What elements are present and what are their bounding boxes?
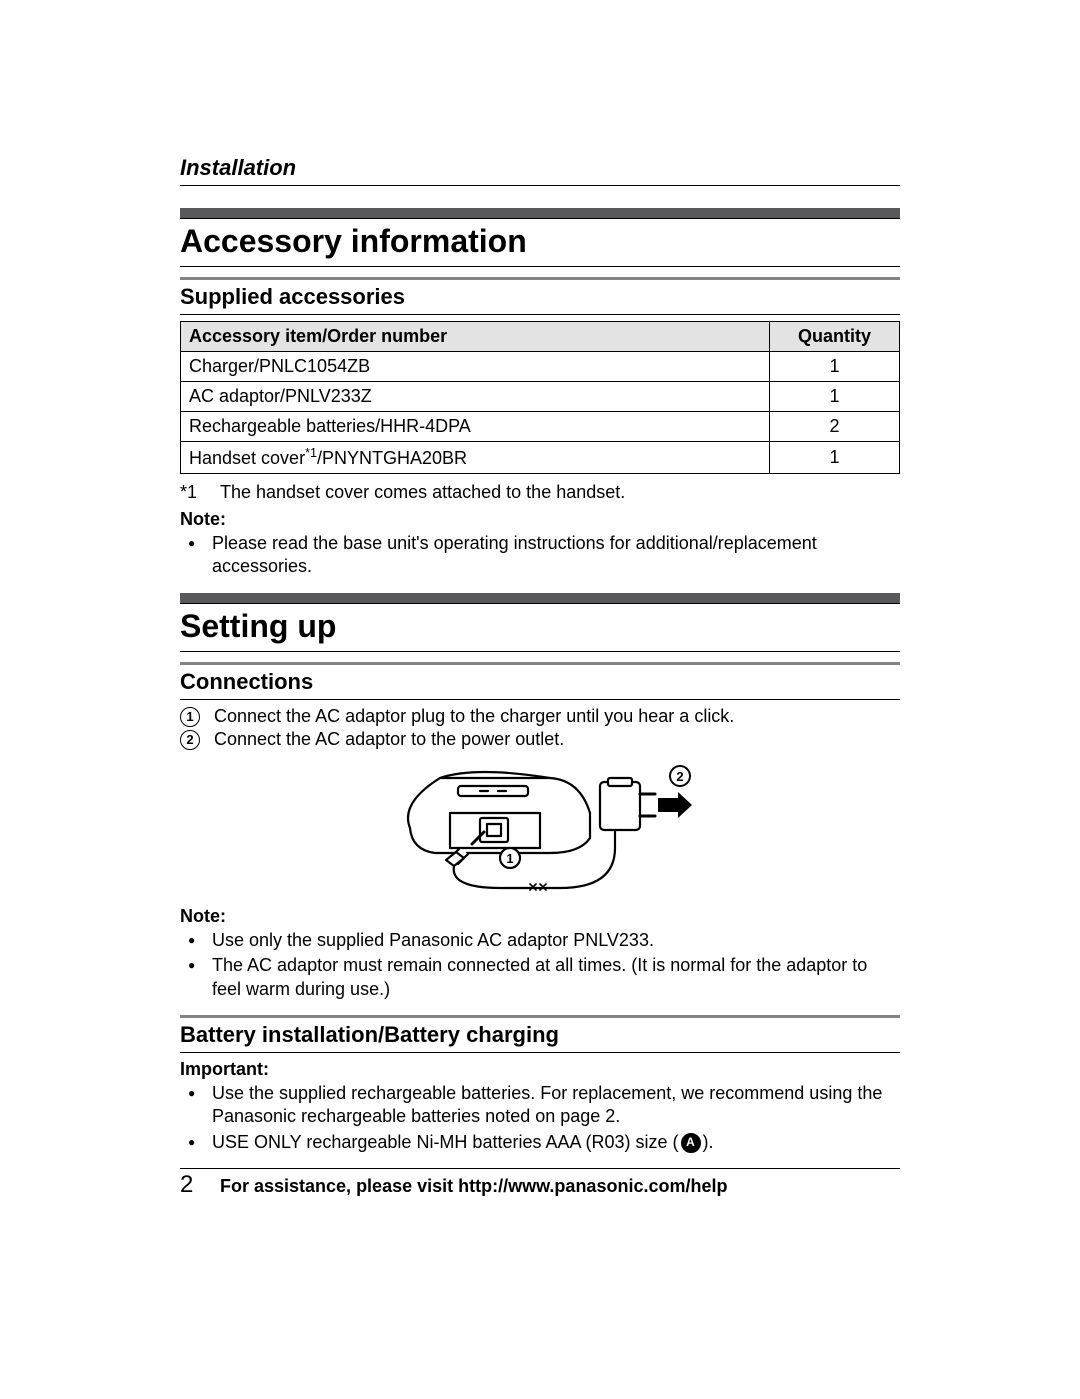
subsection-battery: Battery installation/Battery charging [180, 1015, 900, 1053]
battery-size-badge-icon: A [681, 1133, 701, 1153]
svg-text:1: 1 [506, 851, 513, 866]
connection-steps: 1 Connect the AC adaptor plug to the char… [180, 706, 900, 750]
heading-setting-up: Setting up [180, 603, 900, 652]
table-footnote: *1 The handset cover comes attached to t… [180, 482, 900, 503]
section-bar [180, 208, 900, 218]
list-item: USE ONLY rechargeable Ni-MH batteries AA… [204, 1131, 900, 1154]
table-cell-item: Rechargeable batteries/HHR-4DPA [181, 412, 770, 442]
subheading: Connections [180, 665, 900, 700]
subsection-connections: Connections [180, 662, 900, 700]
important-list: Use the supplied rechargeable batteries.… [180, 1082, 900, 1154]
list-item: Use the supplied rechargeable batteries.… [204, 1082, 900, 1129]
note-label: Note: [180, 509, 900, 530]
manual-page: Installation Accessory information Suppl… [0, 0, 1080, 1279]
table-cell-item: Handset cover*1/PNYNTGHA20BR [181, 442, 770, 474]
footer-text: For assistance, please visit http://www.… [220, 1176, 727, 1197]
table-row: Handset cover*1/PNYNTGHA20BR1 [181, 442, 900, 474]
subsection-supplied-accessories: Supplied accessories [180, 277, 900, 315]
list-item: Use only the supplied Panasonic AC adapt… [204, 929, 900, 952]
section-bar [180, 593, 900, 603]
step-item: 2 Connect the AC adaptor to the power out… [180, 729, 900, 750]
note-list: Please read the base unit's operating in… [180, 532, 900, 579]
subheading: Battery installation/Battery charging [180, 1018, 900, 1053]
table-row: AC adaptor/PNLV233Z1 [181, 382, 900, 412]
step-text: Connect the AC adaptor to the power outl… [214, 729, 564, 750]
table-cell-qty: 1 [770, 382, 900, 412]
note-label: Note: [180, 906, 900, 927]
page-number: 2 [180, 1171, 220, 1199]
heading-accessory-information: Accessory information [180, 218, 900, 267]
running-head: Installation [180, 155, 900, 186]
footnote-mark: *1 [180, 482, 220, 503]
subheading: Supplied accessories [180, 280, 900, 315]
step-number-icon: 1 [180, 707, 200, 727]
note-list: Use only the supplied Panasonic AC adapt… [180, 929, 900, 1001]
connection-diagram: 1 2 [180, 758, 900, 898]
list-item: Please read the base unit's operating in… [204, 532, 900, 579]
table-header-item: Accessory item/Order number [181, 322, 770, 352]
table-cell-qty: 1 [770, 442, 900, 474]
table-row: Rechargeable batteries/HHR-4DPA2 [181, 412, 900, 442]
step-item: 1 Connect the AC adaptor plug to the char… [180, 706, 900, 727]
table-cell-item: AC adaptor/PNLV233Z [181, 382, 770, 412]
table-cell-qty: 2 [770, 412, 900, 442]
page-footer: 2 For assistance, please visit http://ww… [180, 1169, 900, 1199]
table-row: Charger/PNLC1054ZB1 [181, 352, 900, 382]
accessories-table: Accessory item/Order number Quantity Cha… [180, 321, 900, 474]
svg-text:2: 2 [676, 769, 683, 784]
list-item: The AC adaptor must remain connected at … [204, 954, 900, 1001]
footnote-text: The handset cover comes attached to the … [220, 482, 625, 503]
step-text: Connect the AC adaptor plug to the charg… [214, 706, 734, 727]
charger-adaptor-illustration: 1 2 [380, 758, 700, 898]
table-cell-qty: 1 [770, 352, 900, 382]
table-cell-item: Charger/PNLC1054ZB [181, 352, 770, 382]
important-label: Important: [180, 1059, 900, 1080]
table-header-qty: Quantity [770, 322, 900, 352]
step-number-icon: 2 [180, 730, 200, 750]
